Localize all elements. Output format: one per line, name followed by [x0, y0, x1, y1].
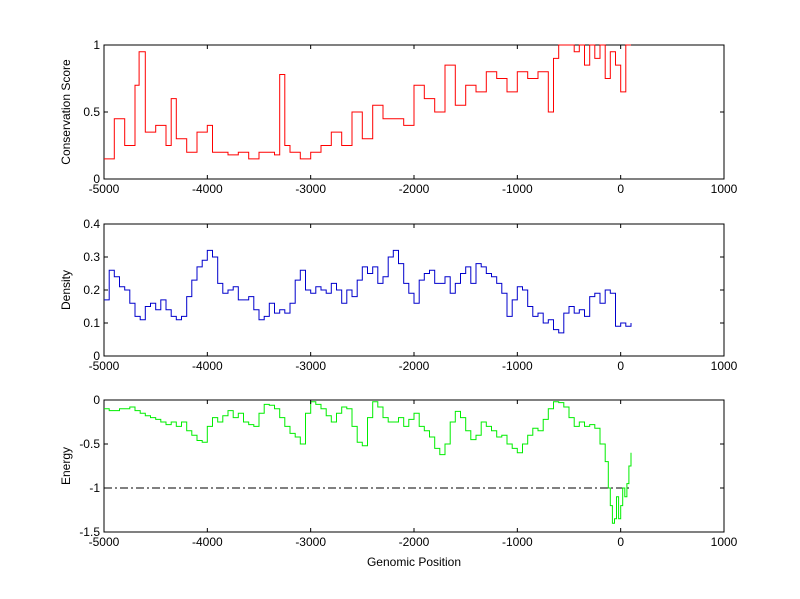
y-axis-label: Conservation Score	[59, 59, 73, 165]
y-tick-label: 0	[93, 349, 100, 363]
x-tick-label: -5000	[89, 359, 120, 373]
energy-panel: -5000 -4000 -3000 -2000 -1000 0 1000 -1.5 -1 -0.5…	[59, 393, 738, 569]
y-tick-label: 0.5	[83, 105, 100, 119]
conservation-score-panel: -5000 -4000 -3000 -2000 -1000 0 1000 0 0.5 1 Conse…	[59, 38, 738, 196]
x-tick-label: -2000	[399, 535, 430, 549]
x-tick-label: -2000	[399, 359, 430, 373]
x-tick-label: -1000	[502, 182, 533, 196]
y-tick-label: 0.2	[83, 283, 100, 297]
x-tick-label: -1000	[502, 535, 533, 549]
series-line	[104, 401, 632, 524]
x-tick-label: -4000	[192, 359, 223, 373]
series-line	[104, 44, 631, 160]
y-axis-label: Density	[59, 270, 73, 310]
x-tick-label: 0	[617, 535, 624, 549]
x-tick-label: -3000	[295, 182, 326, 196]
x-tick-label: -2000	[399, 182, 430, 196]
y-tick-label: 0.4	[83, 217, 100, 231]
x-tick-label: 0	[617, 182, 624, 196]
x-tick-label: 1000	[711, 359, 738, 373]
x-tick-label: -3000	[295, 359, 326, 373]
density-panel: -5000 -4000 -3000 -2000 -1000 0 1000 0 0.1 0.2 0.3…	[59, 217, 738, 373]
x-tick-label: -1000	[502, 359, 533, 373]
x-tick-label: -5000	[89, 535, 120, 549]
series-line	[104, 249, 632, 334]
x-tick-label: -4000	[192, 535, 223, 549]
y-axis-label: Energy	[59, 447, 73, 485]
y-tick-label: 0	[93, 172, 100, 186]
y-tick-label: 0	[93, 393, 100, 407]
x-axis-label: Genomic Position	[367, 555, 461, 569]
x-tick-label: -4000	[192, 182, 223, 196]
x-tick-label: 0	[617, 359, 624, 373]
y-tick-label: -1	[89, 481, 100, 495]
y-tick-label: 0.3	[83, 250, 100, 264]
x-tick-label: 1000	[711, 535, 738, 549]
x-tick-label: -3000	[295, 535, 326, 549]
y-tick-label: 0.1	[83, 316, 100, 330]
y-tick-label: -0.5	[79, 437, 100, 451]
y-tick-label: 1	[93, 38, 100, 52]
x-tick-label: -5000	[89, 182, 120, 196]
x-tick-label: 1000	[711, 182, 738, 196]
y-tick-label: -1.5	[79, 525, 100, 539]
axes-box	[103, 223, 725, 357]
